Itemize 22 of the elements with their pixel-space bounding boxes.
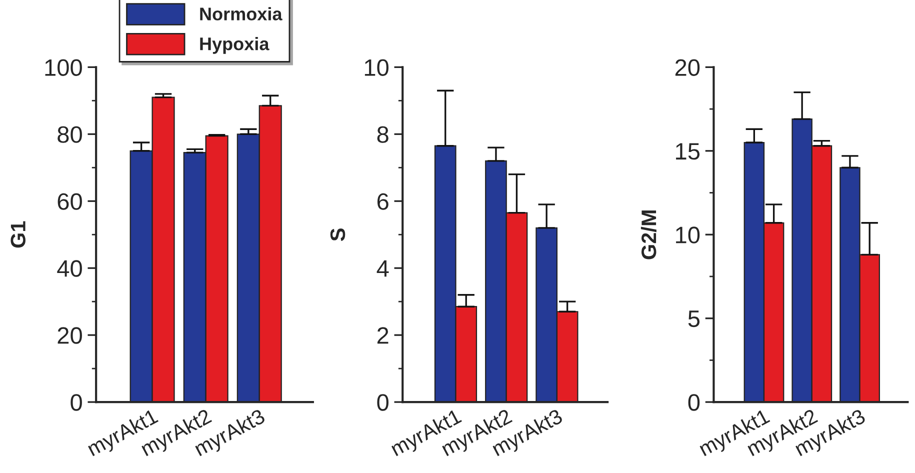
y-tick-label: 10: [364, 59, 388, 76]
y-tick-label: 100: [45, 59, 82, 76]
y-tick-label: 0: [377, 394, 388, 411]
y-tick-label: 5: [688, 310, 700, 328]
y-tick-label: 20: [58, 327, 82, 344]
y-tick-label: 2: [377, 327, 388, 344]
y-axis-title: G2/M: [640, 210, 656, 260]
y-tick-label: 15: [676, 143, 700, 160]
y-axis-title: S: [330, 228, 346, 241]
y-tick-label: 0: [70, 394, 82, 411]
legend-label: Hypoxia: [200, 37, 270, 54]
legend-label: Normoxia: [200, 7, 282, 20]
y-tick-label: 80: [58, 126, 82, 143]
y-axis-title: G1: [10, 221, 26, 248]
y-tick-label: 20: [675, 59, 700, 76]
y-tick-label: 60: [58, 193, 82, 210]
y-tick-label: 0: [688, 394, 700, 411]
y-tick-label: 6: [377, 193, 388, 210]
y-tick-label: 4: [376, 260, 389, 277]
y-tick-label: 8: [377, 126, 388, 143]
y-tick-label: 10: [676, 226, 700, 244]
y-tick-label: 40: [57, 260, 82, 277]
